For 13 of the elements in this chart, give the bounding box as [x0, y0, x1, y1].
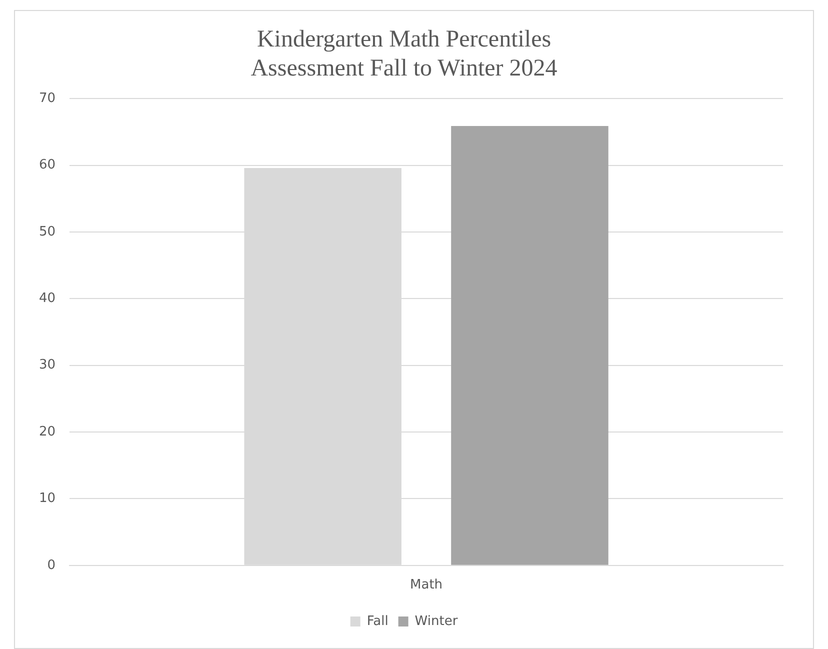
text: Assessment Fall to Winter 2024	[250, 55, 558, 82]
y-tick-label: 60	[38, 158, 56, 173]
legend-label: Winter	[414, 614, 458, 629]
y-tick-label: 70	[38, 90, 56, 106]
y-tick-label: 30	[38, 358, 56, 373]
x-tick-label: Math	[410, 578, 443, 593]
y-tick-label: 0	[47, 558, 56, 573]
legend-label: Fall	[366, 614, 388, 629]
y-tick-label: 20	[38, 424, 56, 440]
text: Kindergarten Math Percentiles	[256, 26, 552, 53]
y-tick-label: 10	[38, 491, 56, 506]
y-tick-label: 40	[38, 291, 56, 306]
y-tick-label: 50	[38, 224, 56, 240]
